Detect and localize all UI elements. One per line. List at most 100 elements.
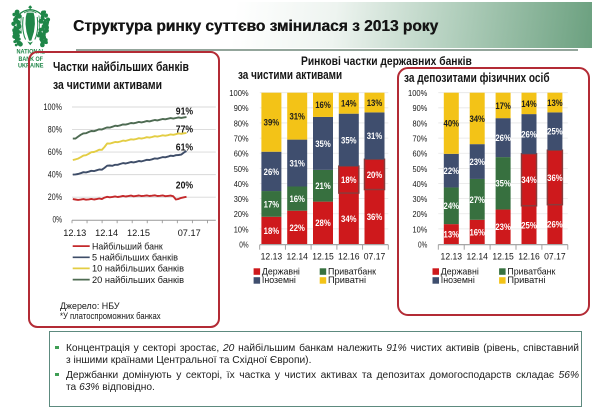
svg-text:18%: 18% <box>264 226 280 237</box>
svg-text:30%: 30% <box>234 194 249 204</box>
svg-text:30%: 30% <box>413 194 428 204</box>
svg-text:25%: 25% <box>547 127 563 138</box>
svg-text:12.14: 12.14 <box>95 228 118 238</box>
svg-text:20%: 20% <box>234 209 249 219</box>
svg-text:Іноземні: Іноземні <box>441 275 475 285</box>
svg-text:40%: 40% <box>413 179 428 189</box>
svg-text:Іноземні: Іноземні <box>262 275 296 285</box>
svg-text:60%: 60% <box>413 149 428 159</box>
svg-text:31%: 31% <box>289 112 305 123</box>
svg-text:*У платоспроможних банках: *У платоспроможних банках <box>60 311 161 321</box>
svg-text:18%: 18% <box>341 175 357 186</box>
svg-text:39%: 39% <box>264 118 280 129</box>
svg-text:Джерело: НБУ: Джерело: НБУ <box>60 301 120 311</box>
svg-text:22%: 22% <box>444 166 460 177</box>
svg-text:60%: 60% <box>48 147 62 157</box>
svg-text:10%: 10% <box>234 224 249 234</box>
svg-text:36%: 36% <box>367 212 383 223</box>
svg-text:12.13: 12.13 <box>63 228 86 238</box>
svg-text:90%: 90% <box>413 103 428 113</box>
svg-text:Найбільший банк: Найбільший банк <box>92 241 164 251</box>
svg-text:23%: 23% <box>495 222 511 233</box>
svg-text:91%: 91% <box>176 106 193 117</box>
svg-text:17%: 17% <box>495 101 511 112</box>
svg-text:13%: 13% <box>367 98 383 109</box>
svg-text:31%: 31% <box>367 131 383 142</box>
svg-text:12.15: 12.15 <box>127 228 150 238</box>
svg-text:Приватбанк: Приватбанк <box>507 266 556 276</box>
svg-text:20 найбільших банків: 20 найбільших банків <box>92 275 184 285</box>
svg-text:60%: 60% <box>234 149 249 159</box>
svg-text:5 найбільших банків: 5 найбільших банків <box>92 253 178 263</box>
svg-text:25%: 25% <box>521 220 537 231</box>
svg-text:17%: 17% <box>264 199 280 210</box>
svg-text:16%: 16% <box>315 100 331 111</box>
svg-text:13%: 13% <box>444 229 460 240</box>
svg-text:07.17: 07.17 <box>364 251 386 261</box>
svg-text:50%: 50% <box>413 164 428 174</box>
svg-text:26%: 26% <box>495 133 511 144</box>
svg-text:80%: 80% <box>413 118 428 128</box>
svg-text:12.13: 12.13 <box>261 251 283 261</box>
svg-text:40%: 40% <box>444 119 460 130</box>
svg-text:12.14: 12.14 <box>286 251 308 261</box>
svg-text:35%: 35% <box>341 135 357 146</box>
svg-text:14%: 14% <box>341 99 357 110</box>
svg-text:0%: 0% <box>53 215 63 225</box>
svg-text:Державні: Державні <box>262 266 300 276</box>
svg-text:12.13: 12.13 <box>441 251 463 261</box>
svg-text:34%: 34% <box>469 114 485 125</box>
svg-text:07.17: 07.17 <box>178 228 201 238</box>
svg-text:20%: 20% <box>176 181 193 192</box>
svg-text:61%: 61% <box>176 143 193 154</box>
svg-text:90%: 90% <box>234 103 249 113</box>
svg-text:12.16: 12.16 <box>338 251 360 261</box>
svg-text:20%: 20% <box>413 209 428 219</box>
svg-text:20%: 20% <box>367 170 383 181</box>
svg-text:16%: 16% <box>289 194 305 205</box>
svg-text:26%: 26% <box>521 129 537 140</box>
svg-text:35%: 35% <box>315 139 331 150</box>
svg-text:12.15: 12.15 <box>492 251 513 261</box>
svg-text:0%: 0% <box>239 239 249 249</box>
svg-text:Приватні: Приватні <box>328 275 366 285</box>
svg-text:50%: 50% <box>234 164 249 174</box>
svg-text:22%: 22% <box>289 223 305 234</box>
svg-text:26%: 26% <box>547 220 563 231</box>
svg-text:100%: 100% <box>229 88 249 98</box>
svg-text:100%: 100% <box>44 102 63 112</box>
svg-text:40%: 40% <box>48 170 62 180</box>
svg-text:14%: 14% <box>521 99 537 110</box>
svg-text:10%: 10% <box>413 224 428 234</box>
svg-text:40%: 40% <box>234 179 249 189</box>
svg-text:26%: 26% <box>264 167 280 178</box>
svg-text:16%: 16% <box>469 227 485 238</box>
svg-text:35%: 35% <box>495 179 511 190</box>
svg-text:Приватні: Приватні <box>507 275 545 285</box>
svg-text:34%: 34% <box>341 214 357 225</box>
svg-text:34%: 34% <box>521 175 537 186</box>
svg-text:31%: 31% <box>289 158 305 169</box>
svg-text:24%: 24% <box>444 201 460 212</box>
svg-text:36%: 36% <box>547 173 563 184</box>
svg-text:12.14: 12.14 <box>466 251 488 261</box>
svg-text:70%: 70% <box>234 133 249 143</box>
svg-text:07.17: 07.17 <box>544 251 566 261</box>
svg-text:13%: 13% <box>547 98 563 109</box>
svg-text:10 найбільших банків: 10 найбільших банків <box>92 264 184 274</box>
svg-text:Приватбанк: Приватбанк <box>328 266 377 276</box>
svg-text:80%: 80% <box>48 125 62 135</box>
svg-text:21%: 21% <box>315 181 331 192</box>
svg-text:UKRAINE: UKRAINE <box>18 63 44 70</box>
svg-text:100%: 100% <box>408 88 428 98</box>
svg-text:28%: 28% <box>315 218 331 229</box>
svg-text:Державні: Державні <box>441 266 479 276</box>
svg-text:20%: 20% <box>48 192 62 202</box>
svg-text:23%: 23% <box>469 157 485 168</box>
svg-text:12.16: 12.16 <box>518 251 540 261</box>
svg-text:27%: 27% <box>469 195 485 206</box>
svg-text:77%: 77% <box>176 124 193 135</box>
svg-text:80%: 80% <box>234 118 249 128</box>
svg-text:12.15: 12.15 <box>312 251 334 261</box>
svg-text:0%: 0% <box>418 239 428 249</box>
